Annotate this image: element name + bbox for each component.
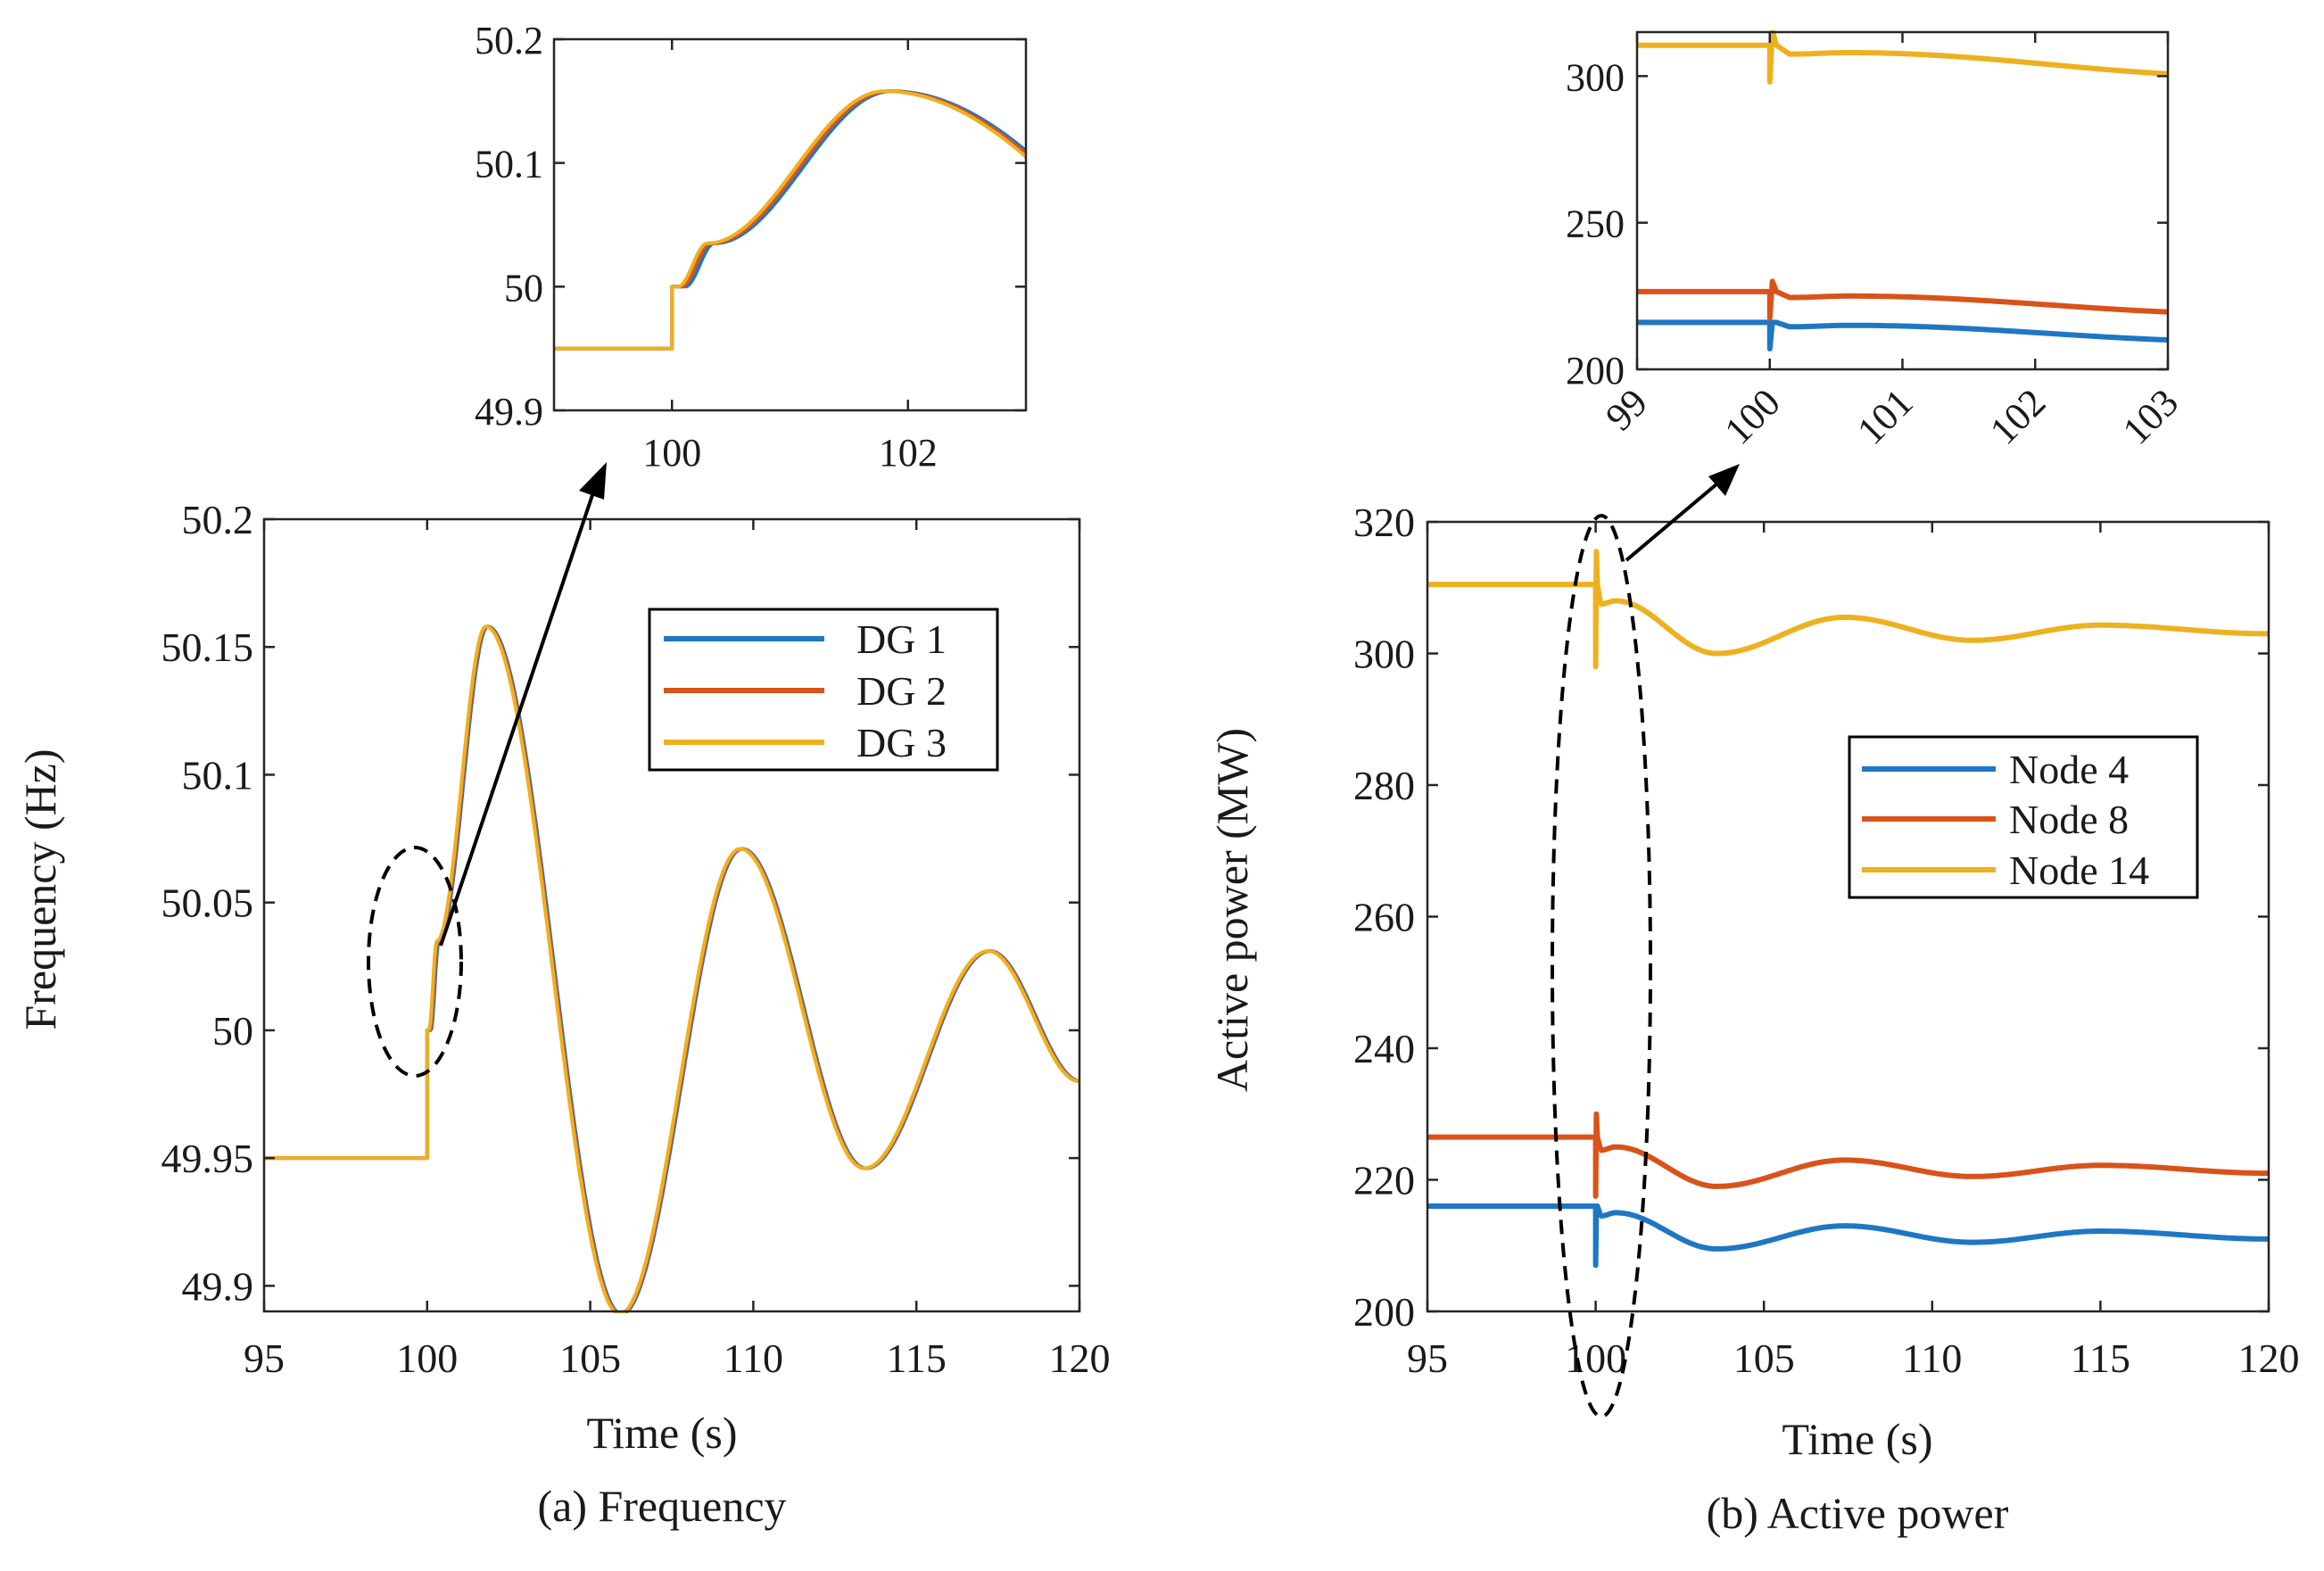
x-tick-label: 120 (2238, 1335, 2300, 1381)
y-tick-label: 240 (1353, 1026, 1415, 1071)
panel-frequency: 95 100 105 110 115 120 49.9 49.95 50 50.05 50.1 50.… (15, 19, 1111, 1531)
y-tick-label: 220 (1353, 1158, 1415, 1203)
power-legend: Node 4 Node 8 Node 14 (1848, 735, 2199, 899)
frequency-caption: (a) Frequency (537, 1481, 786, 1531)
power-x-axis-label: Time (s) (1782, 1414, 1932, 1464)
y-tick-label: 50.1 (182, 752, 254, 798)
series-line-dg3 (264, 624, 1079, 1313)
y-tick-label: 50.15 (161, 624, 254, 670)
y-tick-label: 320 (1353, 500, 1415, 545)
y-tick-label: 300 (1353, 632, 1415, 677)
frequency-zoom-arrow (439, 494, 594, 947)
power-zoom-arrow (1625, 482, 1719, 562)
x-tick-label: 105 (559, 1335, 621, 1381)
y-tick-label: 50 (504, 266, 543, 310)
frequency-legend: DG 1 DG 2 DG 3 (648, 608, 999, 772)
series-group (554, 89, 1026, 351)
series-line-node8 (1637, 278, 2168, 321)
series-line-node4 (1427, 1203, 2269, 1269)
series-line-node4 (1637, 319, 2168, 351)
plot-area (1427, 522, 2269, 1311)
x-tick-label: 95 (1407, 1335, 1448, 1381)
axes-box (262, 517, 1081, 1313)
legend-label-node8: Node 8 (2009, 797, 2129, 842)
power-zoom-arrowhead (1708, 464, 1740, 496)
y-tick-label: 49.95 (161, 1136, 254, 1181)
x-tick-label: 102 (879, 431, 938, 475)
legend-label-node14: Node 14 (2009, 848, 2149, 893)
power-y-axis-label: Active power (MW) (1207, 728, 1257, 1092)
y-tick-label: 50 (212, 1008, 253, 1054)
legend-label-dg2: DG 2 (856, 668, 947, 714)
y-tick-label: 50.05 (161, 881, 254, 926)
y-tick-label: 50.1 (475, 143, 543, 186)
series-group (264, 624, 1079, 1313)
power-zoom-ellipse (1551, 514, 1652, 1418)
x-tick-label: 100 (1716, 380, 1789, 452)
x-tick-label: 103 (2114, 380, 2187, 452)
x-tick-label: 101 (1848, 380, 1921, 452)
frequency-x-axis-label: Time (s) (586, 1408, 737, 1458)
frequency-inset-plot: 100 102 49.9 50 50.1 50.2 (475, 19, 1028, 475)
power-caption: (b) Active power (1707, 1488, 2009, 1538)
x-tick-label: 110 (724, 1335, 783, 1381)
frequency-zoom-ellipse (367, 846, 463, 1078)
x-tick-label: 110 (1902, 1335, 1962, 1381)
series-group (1427, 549, 2269, 1269)
y-tick-label: 280 (1353, 763, 1415, 808)
x-tick-label: 102 (1981, 380, 2054, 452)
x-tick-label: 100 (396, 1335, 458, 1381)
x-tick-label: 105 (1733, 1335, 1795, 1381)
series-line-node14 (1637, 30, 2168, 85)
legend-label-dg1: DG 1 (856, 616, 947, 662)
y-tick-label: 200 (1353, 1289, 1415, 1335)
series-line-dg3 (554, 89, 1026, 351)
series-group (1637, 30, 2168, 351)
x-tick-label: 95 (244, 1335, 285, 1381)
series-line-node14 (1427, 549, 2269, 670)
series-line-node8 (1427, 1111, 2269, 1199)
x-tick-label: 115 (2071, 1335, 2130, 1381)
y-tick-label: 49.9 (182, 1263, 254, 1309)
axes-box (552, 37, 1028, 412)
y-tick-label: 300 (1566, 55, 1625, 99)
legend-label-node4: Node 4 (2009, 747, 2129, 792)
y-tick-label: 50.2 (475, 19, 543, 62)
plot-area (1637, 32, 2168, 369)
frequency-y-axis-label: Frequency (Hz) (15, 748, 65, 1029)
frequency-zoom-arrowhead (579, 462, 607, 500)
y-tick-label: 50.2 (182, 497, 254, 542)
y-tick-label: 250 (1566, 203, 1625, 246)
x-tick-label: 120 (1049, 1335, 1111, 1381)
y-tick-label: 200 (1566, 349, 1625, 393)
x-tick-label: 115 (887, 1335, 947, 1381)
x-tick-label: 100 (642, 431, 701, 475)
legend-label-dg3: DG 3 (856, 720, 947, 765)
y-tick-label: 260 (1353, 895, 1415, 940)
y-tick-label: 49.9 (475, 390, 543, 434)
plot-area (554, 39, 1026, 410)
